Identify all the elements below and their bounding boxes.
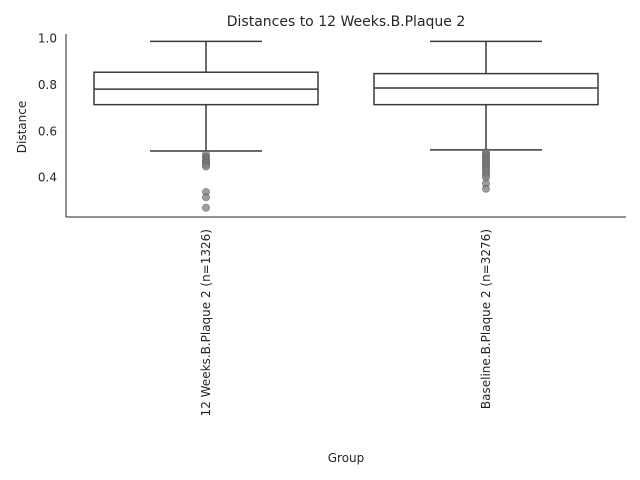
plot-area — [93, 40, 599, 212]
outlier-point — [201, 162, 210, 171]
outlier-point — [201, 193, 210, 202]
outlier-point — [481, 184, 490, 193]
x-tick-label: Baseline.B.Plaque 2 (n=3276) — [479, 229, 493, 409]
axes: 0.4 0.6 0.8 1.0 12 Weeks.B.Plaque 2 (n=1326)… — [38, 32, 626, 416]
y-tick-label: 0.4 — [38, 171, 57, 185]
y-tick-label: 0.8 — [38, 78, 57, 92]
y-axis-label: Distance — [15, 101, 29, 153]
y-tick-label: 1.0 — [38, 32, 57, 46]
x-axis-label: Group — [328, 451, 365, 465]
box-group — [93, 40, 319, 212]
chart-title: Distances to 12 Weeks.B.Plaque 2 — [227, 14, 466, 30]
iqr-box — [373, 72, 599, 106]
x-tick-label: 12 Weeks.B.Plaque 2 (n=1326) — [199, 229, 213, 416]
outlier-point — [201, 203, 210, 212]
y-tick-label: 0.6 — [38, 124, 57, 138]
box-group — [373, 40, 599, 193]
